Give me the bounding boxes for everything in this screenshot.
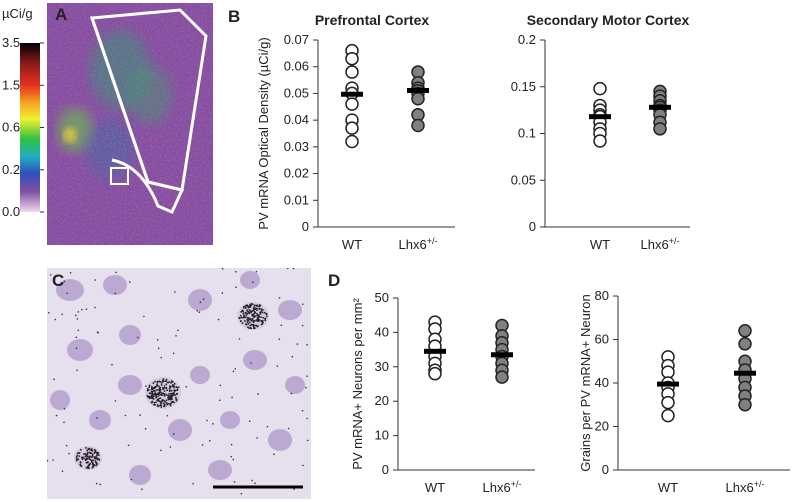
data-point xyxy=(738,337,752,351)
data-point xyxy=(738,324,752,338)
data-point xyxy=(653,122,667,136)
y-tick-label: 50 xyxy=(375,290,389,305)
mean-bar xyxy=(734,370,756,376)
y-tick-label: 10 xyxy=(375,428,389,443)
panel-label: C xyxy=(52,271,64,290)
colorbar-tick-label: 0.6 xyxy=(2,120,20,135)
panel-label: D xyxy=(328,271,340,290)
colorbar-tick-label: 0.0 xyxy=(2,204,20,219)
x-tick-label: Lhx6+/- xyxy=(399,236,438,252)
mean-bar xyxy=(649,104,671,110)
x-tick-label: Lhx6+/- xyxy=(641,236,680,252)
y-tick-label: 0.02 xyxy=(284,166,309,181)
data-point xyxy=(345,97,359,111)
data-point xyxy=(661,395,675,410)
y-tick-label: 0 xyxy=(529,219,536,234)
x-tick-label: Lhx6+/- xyxy=(483,479,522,495)
mean-bar xyxy=(407,87,429,93)
mean-bar xyxy=(657,381,679,387)
colorbar-tick-label: 0.2 xyxy=(2,162,20,177)
y-tick-label: 0.05 xyxy=(284,85,309,100)
y-tick-label: 0 xyxy=(602,462,609,477)
x-tick-label: Lhx6+/- xyxy=(726,479,765,495)
micrograph xyxy=(47,268,311,499)
y-tick-label: 0.03 xyxy=(284,139,309,154)
y-axis-label: PV mRNA Optical Density (µCi/g) xyxy=(256,37,271,229)
data-point xyxy=(593,81,607,96)
y-tick-label: 20 xyxy=(595,419,609,434)
data-point xyxy=(411,92,425,106)
data-point xyxy=(495,370,509,384)
colorbar-label: µCi/g xyxy=(2,6,33,21)
data-point xyxy=(345,65,359,79)
mean-bar xyxy=(341,91,363,97)
y-tick-label: 0.07 xyxy=(284,32,309,47)
chart-title: Prefrontal Cortex xyxy=(315,12,430,28)
y-tick-label: 80 xyxy=(595,288,609,303)
mean-bar xyxy=(424,348,446,354)
y-tick-label: 0.1 xyxy=(518,126,536,141)
data-point xyxy=(661,408,675,423)
y-tick-label: 20 xyxy=(375,393,389,408)
x-tick-label: WT xyxy=(590,237,610,252)
y-tick-label: 0.05 xyxy=(511,172,536,187)
y-tick-label: 40 xyxy=(375,324,389,339)
x-tick-label: WT xyxy=(342,237,362,252)
data-point xyxy=(738,398,752,412)
data-point xyxy=(411,118,425,133)
colorbar-tick-label: 3.5 xyxy=(2,35,20,50)
y-axis-label: Grains per PV mRNA+ Neuron xyxy=(578,294,593,471)
y-tick-label: 0.2 xyxy=(518,32,536,47)
y-tick-label: 0.04 xyxy=(284,112,309,127)
data-point xyxy=(345,134,359,149)
x-tick-label: WT xyxy=(658,480,678,495)
autoradiograph xyxy=(47,3,213,245)
colorbar-tick-label: 1.5 xyxy=(2,77,20,92)
panel-label: B xyxy=(228,7,240,26)
mean-bar xyxy=(491,352,513,358)
y-axis-label: PV mRNA+ Neurons per mm² xyxy=(350,298,365,470)
colorbar xyxy=(20,43,40,212)
y-tick-label: 0.06 xyxy=(284,59,309,74)
y-tick-label: 0.01 xyxy=(284,192,309,207)
panel-label: A xyxy=(55,5,67,24)
y-tick-label: 60 xyxy=(595,332,609,347)
y-tick-label: 30 xyxy=(375,359,389,374)
y-tick-label: 0.15 xyxy=(511,79,536,94)
y-tick-label: 0 xyxy=(382,462,389,477)
data-point xyxy=(593,134,607,148)
chart-title: Secondary Motor Cortex xyxy=(527,12,690,28)
data-point xyxy=(345,121,359,135)
data-point xyxy=(345,51,359,66)
y-tick-label: 40 xyxy=(595,375,609,390)
data-point xyxy=(428,366,442,381)
y-tick-label: 0 xyxy=(302,219,309,234)
mean-bar xyxy=(589,114,611,120)
x-tick-label: WT xyxy=(425,480,445,495)
